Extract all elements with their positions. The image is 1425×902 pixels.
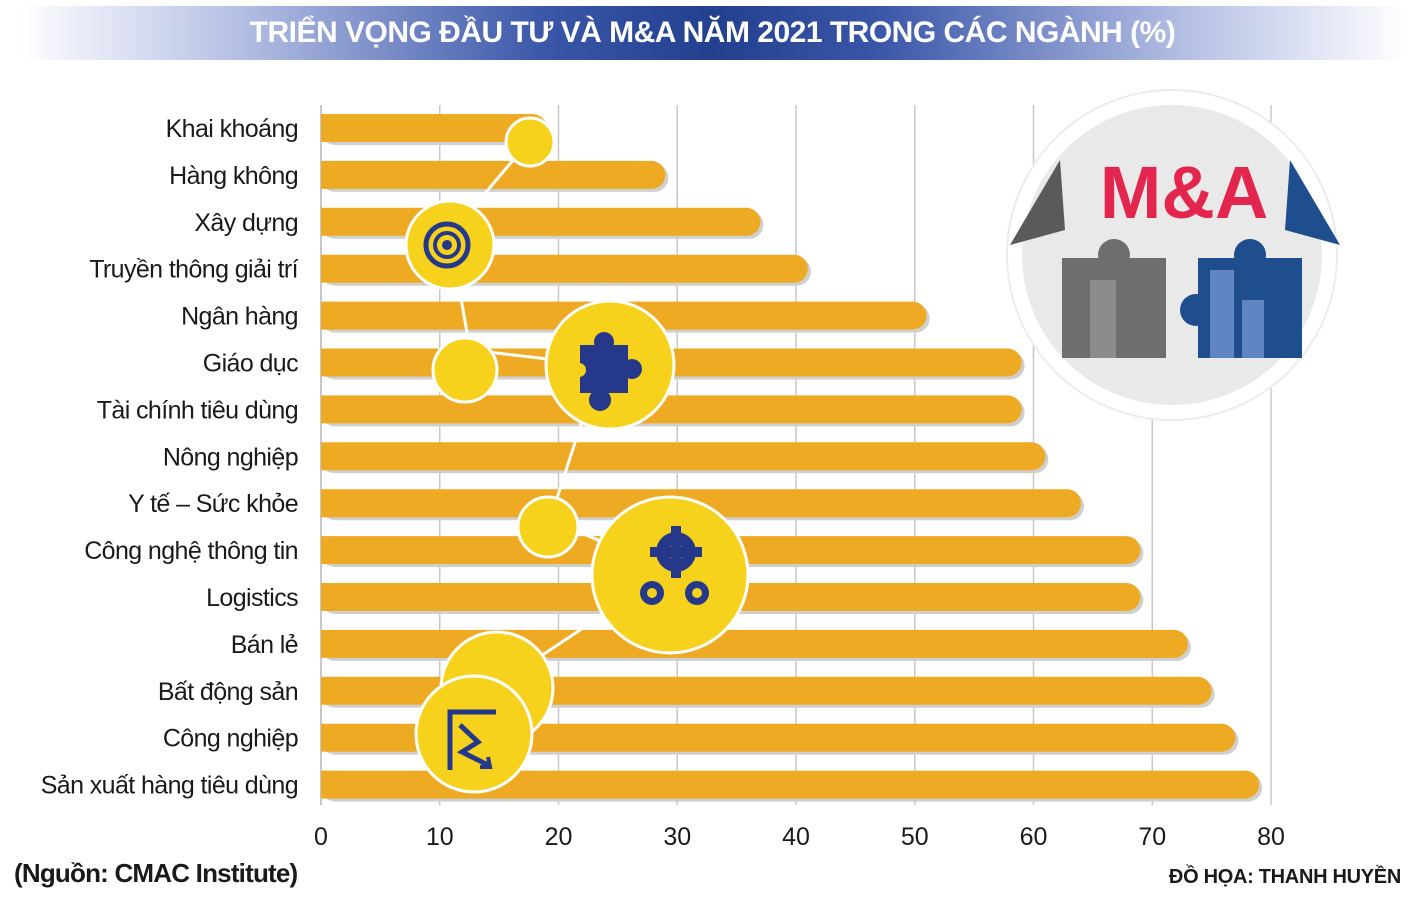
decorative-icons xyxy=(404,116,750,794)
x-tick-label: 80 xyxy=(1257,823,1285,851)
bar xyxy=(321,723,1236,752)
bar-base xyxy=(321,442,335,471)
category-label: Tài chính tiêu dùng xyxy=(97,396,298,424)
target-icon xyxy=(423,221,471,269)
x-tick-label: 20 xyxy=(545,823,573,851)
bar-base xyxy=(321,114,335,142)
bar xyxy=(321,207,761,236)
category-label: Công nghệ thông tin xyxy=(84,537,298,565)
deco-circle xyxy=(504,116,556,168)
bar-base xyxy=(321,395,335,424)
x-tick-label: 30 xyxy=(663,823,691,851)
bar-base xyxy=(321,301,335,330)
category-label: Sản xuất hàng tiêu dùng xyxy=(41,772,298,800)
x-tick-label: 10 xyxy=(426,823,454,851)
category-label: Giáo dục xyxy=(203,350,298,378)
ma-logo: M&A xyxy=(1006,89,1340,421)
x-tick-label: 0 xyxy=(314,823,328,851)
bar xyxy=(321,395,1022,424)
x-axis-ticks: 0 10 20 30 40 50 60 70 80 xyxy=(314,823,1285,851)
x-tick-label: 60 xyxy=(1020,823,1048,851)
x-tick-label: 40 xyxy=(782,823,810,851)
category-label: Bán lẻ xyxy=(231,631,298,659)
bar-base xyxy=(321,160,335,189)
bar-base xyxy=(321,770,335,799)
bar-base xyxy=(321,676,335,705)
bar-base xyxy=(321,348,335,377)
category-label: Xây dựng xyxy=(194,209,298,237)
bar-base xyxy=(321,536,335,565)
category-label: Công nghiệp xyxy=(163,725,298,753)
title-banner xyxy=(20,6,1405,60)
category-label: Ngân hàng xyxy=(181,303,298,331)
bar-base xyxy=(321,583,335,611)
category-label: Nông nghiệp xyxy=(163,443,298,471)
deco-circle xyxy=(590,495,750,655)
category-label: Bất động sản xyxy=(158,678,298,706)
bar xyxy=(321,770,1260,799)
bar-base xyxy=(321,489,335,518)
category-label: Logistics xyxy=(206,584,298,612)
category-label: Y tế – Sức khỏe xyxy=(128,490,298,518)
deco-circle xyxy=(414,674,534,794)
gears-icon xyxy=(640,526,709,605)
trend-arrow-icon xyxy=(447,709,496,770)
x-tick-label: 50 xyxy=(901,823,929,851)
category-labels: Khai khoáng Hàng không Xây dựng Truyền thôn… xyxy=(41,115,300,800)
bar-base xyxy=(321,723,335,752)
bar xyxy=(321,114,547,142)
category-label: Truyền thông giải trí xyxy=(89,256,298,284)
deco-circle xyxy=(516,495,580,559)
puzzle-icon xyxy=(572,332,642,411)
bar-base xyxy=(321,254,335,283)
chart-title: TRIỂN VỌNG ĐẦU TƯ VÀ M&A NĂM 2021 TRONG … xyxy=(249,16,1176,49)
deco-circle xyxy=(431,336,499,404)
bar xyxy=(321,442,1046,471)
logo-text: M&A xyxy=(1100,151,1269,234)
source-note: (Nguồn: CMAC Institute) xyxy=(14,858,298,888)
bar xyxy=(321,160,666,189)
graphics-credit: ĐỒ HỌA: THANH HUYỀN xyxy=(1168,866,1401,888)
bar-base xyxy=(321,207,335,236)
bar-base xyxy=(321,629,335,658)
category-label: Hàng không xyxy=(169,162,298,190)
bar xyxy=(321,254,808,283)
x-tick-label: 70 xyxy=(1138,823,1166,851)
category-label: Khai khoáng xyxy=(166,115,298,143)
